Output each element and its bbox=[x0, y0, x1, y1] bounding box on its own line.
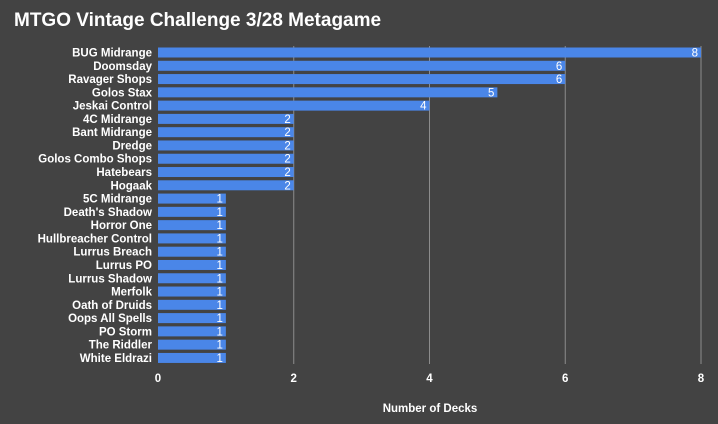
data-label-lurrus-shadow: 1 bbox=[216, 273, 222, 285]
data-label-hogaak: 2 bbox=[284, 180, 290, 192]
category-label-white-eldrazi: White Eldrazi bbox=[80, 353, 152, 365]
bar-4c-midrange bbox=[158, 113, 294, 124]
category-label-po-storm: PO Storm bbox=[99, 326, 152, 338]
category-label-bug-midrange: BUG Midrange bbox=[72, 48, 152, 60]
category-label-lurrus-breach: Lurrus Breach bbox=[73, 247, 152, 259]
data-label-hatebears: 2 bbox=[284, 167, 290, 179]
chart-title: MTGO Vintage Challenge 3/28 Metagame bbox=[14, 10, 381, 31]
x-tick-label-6: 6 bbox=[562, 373, 568, 385]
x-axis-title: Number of Decks bbox=[383, 403, 478, 415]
data-label-4c-midrange: 2 bbox=[284, 114, 290, 126]
category-label-hogaak: Hogaak bbox=[110, 180, 152, 192]
x-tick-label-4: 4 bbox=[426, 373, 433, 385]
data-label-horror-one: 1 bbox=[216, 220, 222, 232]
category-label-dredge: Dredge bbox=[112, 140, 152, 152]
data-label-bant-midrange: 2 bbox=[284, 127, 290, 139]
bar-po-storm bbox=[158, 326, 226, 337]
bar-death-s-shadow bbox=[158, 206, 226, 217]
category-label-ravager-shops: Ravager Shops bbox=[68, 74, 152, 86]
bar-merfolk bbox=[158, 286, 226, 297]
data-label-hullbreacher-control: 1 bbox=[216, 233, 222, 245]
category-label-lurrus-shadow: Lurrus Shadow bbox=[68, 273, 152, 285]
bar-hullbreacher-control bbox=[158, 233, 226, 244]
x-tick-labels: 0 2 4 6 8 bbox=[155, 373, 705, 385]
data-label-golos-stax: 5 bbox=[488, 87, 494, 99]
category-label-jeskai-control: Jeskai Control bbox=[73, 101, 152, 113]
bar-golos-combo-shops bbox=[158, 153, 294, 164]
data-label-oops-all-spells: 1 bbox=[216, 313, 222, 325]
data-label-death-s-shadow: 1 bbox=[216, 207, 222, 219]
data-label-5c-midrange: 1 bbox=[216, 194, 222, 206]
bar-lurrus-breach bbox=[158, 246, 226, 257]
category-label-golos-stax: Golos Stax bbox=[92, 87, 153, 99]
data-label-lurrus-breach: 1 bbox=[216, 247, 222, 259]
category-label-golos-combo-shops: Golos Combo Shops bbox=[38, 154, 152, 166]
bar-bug-midrange bbox=[158, 47, 701, 58]
bar-ravager-shops bbox=[158, 74, 566, 85]
data-label-golos-combo-shops: 2 bbox=[284, 154, 290, 166]
data-label-ravager-shops: 6 bbox=[556, 74, 562, 86]
bar-oops-all-spells bbox=[158, 313, 226, 324]
category-label-oops-all-spells: Oops All Spells bbox=[68, 313, 152, 325]
data-label-po-storm: 1 bbox=[216, 326, 222, 338]
data-label-jeskai-control: 4 bbox=[420, 101, 427, 113]
data-label-doomsday: 6 bbox=[556, 61, 562, 73]
bar-lurrus-po bbox=[158, 259, 226, 270]
bar-golos-stax bbox=[158, 87, 498, 98]
data-label-lurrus-po: 1 bbox=[216, 260, 222, 272]
x-tick-label-0: 0 bbox=[155, 373, 161, 385]
bar-jeskai-control bbox=[158, 100, 430, 111]
data-label-merfolk: 1 bbox=[216, 287, 222, 299]
data-label-oath-of-druids: 1 bbox=[216, 300, 222, 312]
category-label-bant-midrange: Bant Midrange bbox=[72, 127, 152, 139]
category-label-horror-one: Horror One bbox=[91, 220, 152, 232]
category-label-the-riddler: The Riddler bbox=[89, 340, 153, 352]
category-label-doomsday: Doomsday bbox=[93, 61, 152, 73]
bar-5c-midrange bbox=[158, 193, 226, 204]
gridlines bbox=[293, 46, 702, 364]
bar-bant-midrange bbox=[158, 127, 294, 138]
category-label-lurrus-po: Lurrus PO bbox=[96, 260, 152, 272]
bar-lurrus-shadow bbox=[158, 273, 226, 284]
data-label-bug-midrange: 8 bbox=[692, 48, 698, 60]
x-tick-label-8: 8 bbox=[698, 373, 705, 385]
category-label-death-s-shadow: Death's Shadow bbox=[64, 207, 152, 219]
data-label-dredge: 2 bbox=[284, 140, 290, 152]
bar-hatebears bbox=[158, 167, 294, 178]
category-label-hatebears: Hatebears bbox=[96, 167, 152, 179]
data-label-the-riddler: 1 bbox=[216, 340, 222, 352]
bar-doomsday bbox=[158, 60, 566, 71]
bar-white-eldrazi bbox=[158, 352, 226, 363]
bar-oath-of-druids bbox=[158, 299, 226, 310]
bar-the-riddler bbox=[158, 339, 226, 350]
x-tick-label-2: 2 bbox=[291, 373, 297, 385]
bar-horror-one bbox=[158, 220, 226, 231]
category-label-oath-of-druids: Oath of Druids bbox=[72, 300, 152, 312]
category-label-merfolk: Merfolk bbox=[111, 287, 153, 299]
category-label-4c-midrange: 4C Midrange bbox=[83, 114, 152, 126]
bar-dredge bbox=[158, 140, 294, 151]
data-label-white-eldrazi: 1 bbox=[216, 353, 222, 365]
category-label-hullbreacher-control: Hullbreacher Control bbox=[38, 233, 152, 245]
category-label-5c-midrange: 5C Midrange bbox=[83, 194, 152, 206]
bar-hogaak bbox=[158, 180, 294, 191]
